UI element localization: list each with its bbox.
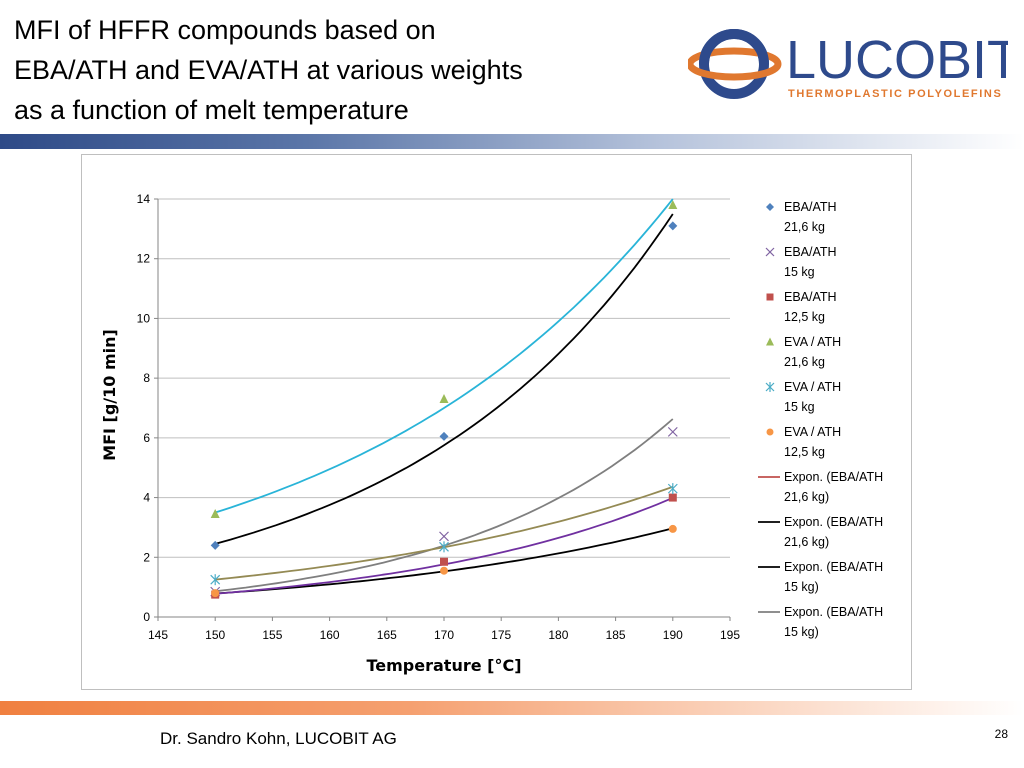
legend-label-t0-0: Expon. (EBA/ATH [784, 470, 883, 484]
y-tick-label-7: 14 [137, 192, 151, 206]
y-tick-label-1: 2 [143, 550, 150, 564]
chart-frame: 0 2 4 6 8 10 12 14 145 150 155 160 165 170 175 180 185 19… [81, 154, 912, 690]
legend-marker-3 [766, 337, 774, 346]
legend-label-t1-1: 21,6 kg) [784, 535, 829, 549]
y-tick-label-2: 4 [143, 491, 150, 505]
point-s0-1 [439, 431, 449, 441]
legend-label-s1-1: 15 kg [784, 265, 815, 279]
page-number: 28 [994, 727, 1008, 741]
legend-label-s4-0: EVA / ATH [784, 380, 841, 394]
y-tick-label-0: 0 [143, 610, 150, 624]
x-axis-title: Temperature [°C] [366, 656, 521, 675]
point-s3-2 [668, 199, 678, 209]
y-tick-label-5: 10 [137, 311, 151, 325]
slide-title-line-2: EBA/ATH and EVA/ATH at various weights [14, 55, 523, 85]
legend-marker-5 [766, 428, 774, 436]
x-tick-label-0: 145 [148, 628, 168, 642]
x-tick-label-2: 155 [262, 628, 282, 642]
x-tick-label-6: 175 [491, 628, 511, 642]
y-tick-label-6: 12 [137, 252, 151, 266]
legend-label-s3-1: 21,6 kg [784, 355, 825, 369]
y-tick-label-3: 6 [143, 431, 150, 445]
legend-label-s0-0: EBA/ATH [784, 200, 837, 214]
legend-label-s2-0: EBA/ATH [784, 290, 837, 304]
legend-label-s5-0: EVA / ATH [784, 425, 841, 439]
legend-label-t1-0: Expon. (EBA/ATH [784, 515, 883, 529]
logo-wordmark: LUCOBIT [786, 30, 1008, 90]
legend-label-t3-0: Expon. (EBA/ATH [784, 605, 883, 619]
footer-author: Dr. Sandro Kohn, LUCOBIT AG [160, 729, 397, 748]
x-tick-label-4: 165 [377, 628, 397, 642]
point-s1-2 [667, 426, 678, 437]
point-s4-0 [210, 574, 221, 586]
chart-legend: EBA/ATH 21,6 kg EBA/ATH 15 kg EBA/ATH 12,5 kg… [758, 200, 883, 639]
legend-marker-1 [765, 247, 775, 257]
legend-marker-0 [766, 203, 774, 211]
point-s0-0 [210, 540, 220, 550]
point-s0-2 [668, 221, 678, 231]
footer-divider-bar [0, 701, 1024, 715]
legend-label-t2-1: 15 kg) [784, 580, 819, 594]
trendline-1 [214, 213, 674, 545]
mfi-chart: 0 2 4 6 8 10 12 14 145 150 155 160 165 170 175 180 185 19… [100, 192, 883, 675]
point-s2-1 [440, 557, 448, 566]
legend-label-s4-1: 15 kg [784, 400, 815, 414]
slide-title: MFI of HFFR compounds based on EBA/ATH a… [14, 10, 684, 130]
data-points [210, 199, 678, 599]
header-divider-bar [0, 134, 1024, 149]
point-s4-1 [439, 541, 449, 553]
x-tick-label-10: 195 [720, 628, 740, 642]
point-s2-2 [668, 493, 677, 502]
logo-tagline: THERMOPLASTIC POLYOLEFINS [788, 88, 1002, 100]
point-s3-0 [210, 508, 220, 518]
legend-label-t2-0: Expon. (EBA/ATH [784, 560, 883, 574]
legend-label-s5-1: 12,5 kg [784, 445, 825, 459]
slide-title-line-3: as a function of melt temperature [14, 95, 409, 125]
x-tick-label-9: 190 [663, 628, 683, 642]
point-s1-1 [439, 531, 449, 542]
legend-label-t0-1: 21,6 kg) [784, 490, 829, 504]
point-s4-2 [667, 483, 678, 495]
point-s5-1 [440, 566, 448, 575]
legend-label-s0-1: 21,6 kg [784, 220, 825, 234]
point-s5-2 [668, 524, 677, 533]
legend-label-t3-1: 15 kg) [784, 625, 819, 639]
x-tick-label-5: 170 [434, 628, 454, 642]
axes: 0 2 4 6 8 10 12 14 145 150 155 160 165 170 175 180 185 19… [137, 192, 741, 642]
y-axis-title: MFI [g/10 min] [100, 329, 119, 461]
x-tick-label-1: 150 [205, 628, 225, 642]
legend-marker-4 [765, 382, 775, 392]
x-tick-label-3: 160 [320, 628, 340, 642]
point-s3-1 [439, 394, 449, 404]
logo-emblem-icon [688, 29, 782, 99]
lucobit-logo: LUCOBIT THERMOPLASTIC POLYOLEFINS [688, 29, 1008, 100]
legend-label-s2-1: 12,5 kg [784, 310, 825, 324]
point-s5-0 [211, 589, 220, 598]
y-tick-label-4: 8 [143, 371, 150, 385]
legend-label-s3-0: EVA / ATH [784, 335, 841, 349]
slide-title-line-1: MFI of HFFR compounds based on [14, 15, 436, 45]
x-tick-label-8: 185 [606, 628, 626, 642]
x-tick-label-7: 180 [548, 628, 568, 642]
legend-label-s1-0: EBA/ATH [784, 245, 837, 259]
legend-marker-2 [766, 293, 774, 301]
trendline-4 [214, 198, 674, 514]
